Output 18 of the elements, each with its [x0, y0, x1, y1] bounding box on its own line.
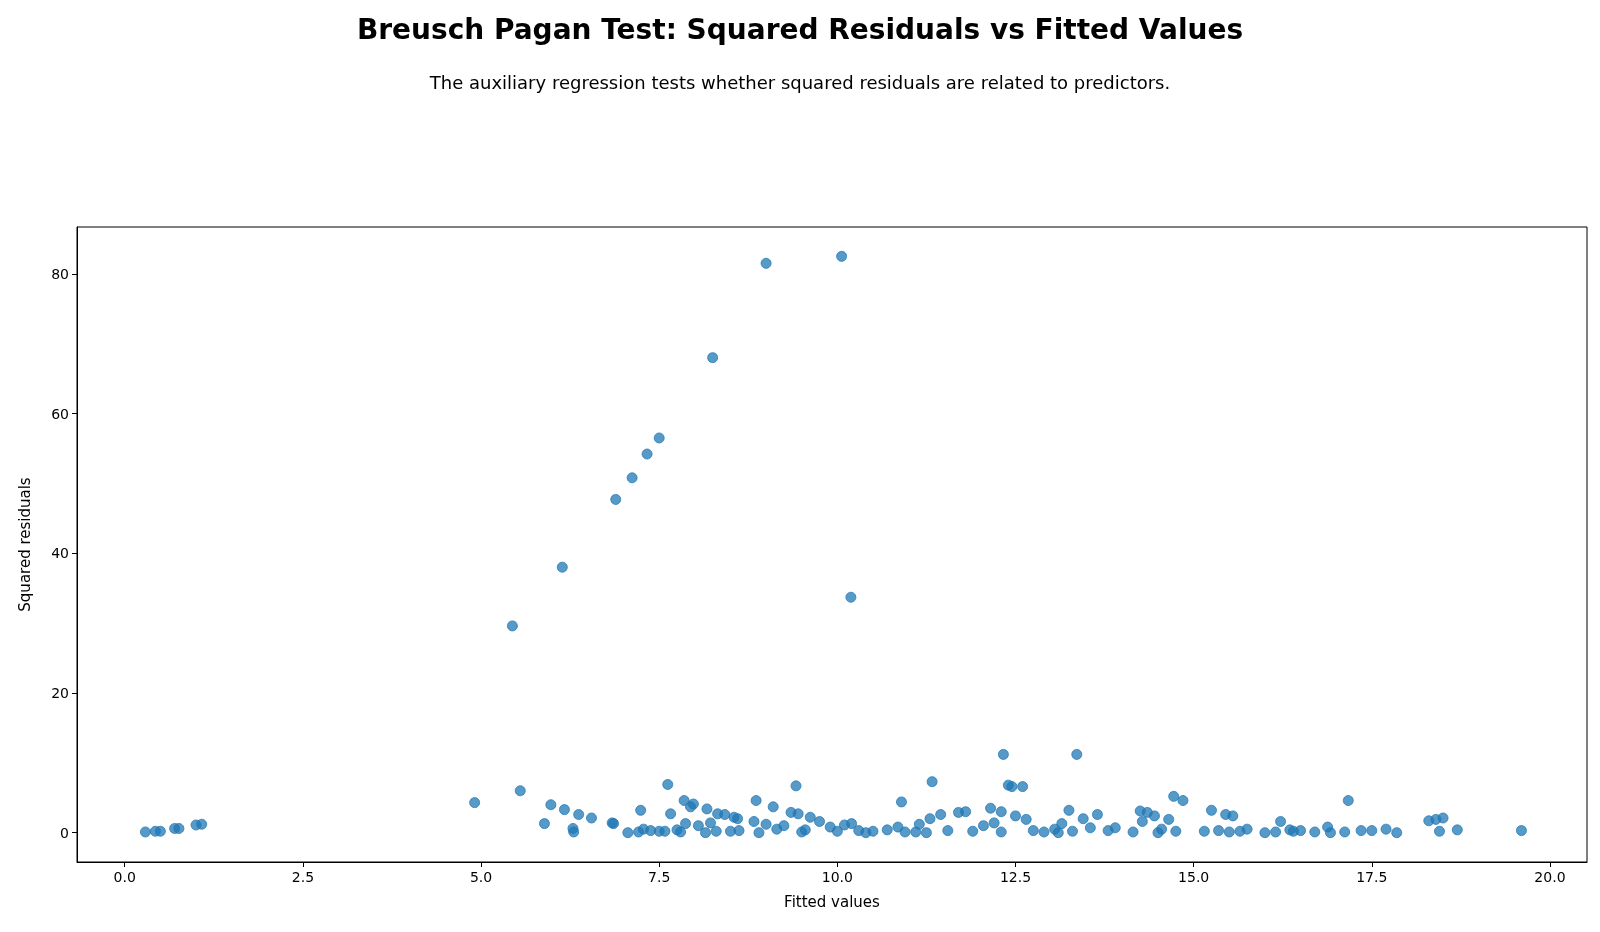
y-tick-label: 20	[51, 684, 69, 701]
chart-subtitle: The auxiliary regression tests whether squared residuals are related to predictors.	[428, 71, 1171, 93]
x-tick-label: 15.0	[1178, 869, 1210, 885]
x-tick-label: 10.0	[821, 869, 853, 885]
y-axis-title: Squared residuals	[15, 477, 34, 612]
chart-title: Breusch Pagan Test: Squared Residuals vs Fitted Values	[356, 12, 1244, 46]
x-tick-label: 5.0	[469, 869, 493, 885]
y-tick-label: 40	[51, 545, 69, 562]
x-tick-label: 0.0	[113, 869, 136, 885]
y-tick-label: 0	[60, 824, 69, 841]
x-tick-label: 7.5	[648, 869, 671, 885]
x-axis-title: Fitted values	[784, 892, 881, 911]
x-tick-label: 20.0	[1534, 869, 1566, 885]
x-tick-label: 17.5	[1356, 869, 1388, 885]
x-tick-label: 12.5	[999, 869, 1032, 885]
x-tick-label: 2.5	[291, 869, 315, 885]
y-tick-label: 80	[51, 265, 69, 282]
y-tick-label: 60	[51, 405, 69, 422]
